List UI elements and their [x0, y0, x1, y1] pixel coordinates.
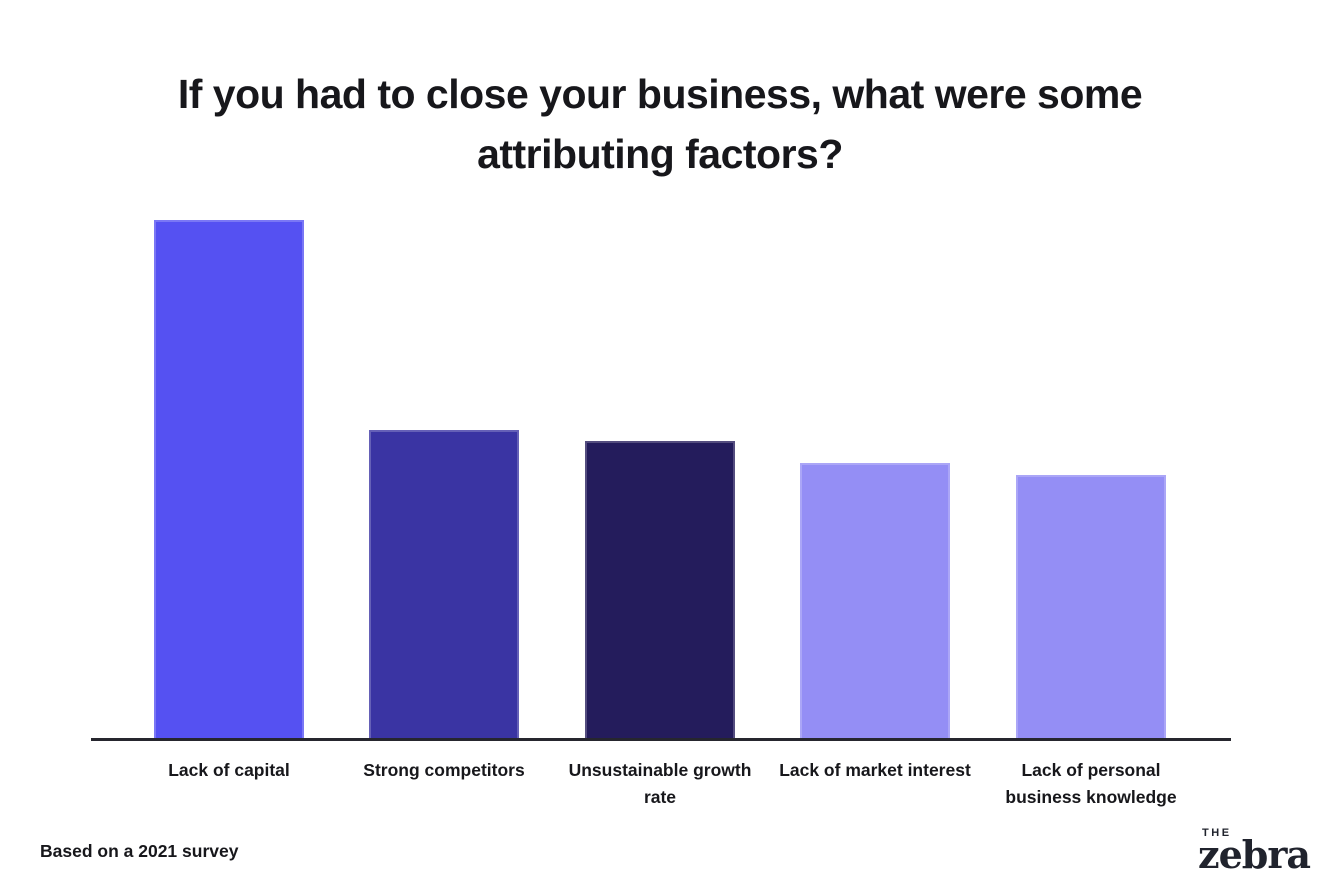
x-axis-label: Unsustainable growth rate [568, 760, 752, 807]
chart-title: If you had to close your business, what … [177, 71, 1143, 177]
x-axis-label: Lack of capital [168, 760, 290, 780]
zebra-logo: THE zebra [1198, 827, 1311, 877]
chart-bar [369, 430, 519, 740]
chart-bar [800, 463, 950, 740]
chart-bar [154, 220, 304, 740]
source-note: Based on a 2021 survey [40, 841, 239, 861]
logo-wordmark: zebra [1198, 832, 1311, 877]
x-axis-line [91, 738, 1231, 741]
x-axis-label: Lack of personal business knowledge [1005, 760, 1177, 807]
logo-the-text: THE [1202, 827, 1232, 839]
x-axis-label: Lack of market interest [779, 760, 971, 780]
chart-bar [585, 441, 735, 740]
chart-bar [1016, 475, 1166, 740]
x-axis-label: Strong competitors [363, 760, 525, 780]
